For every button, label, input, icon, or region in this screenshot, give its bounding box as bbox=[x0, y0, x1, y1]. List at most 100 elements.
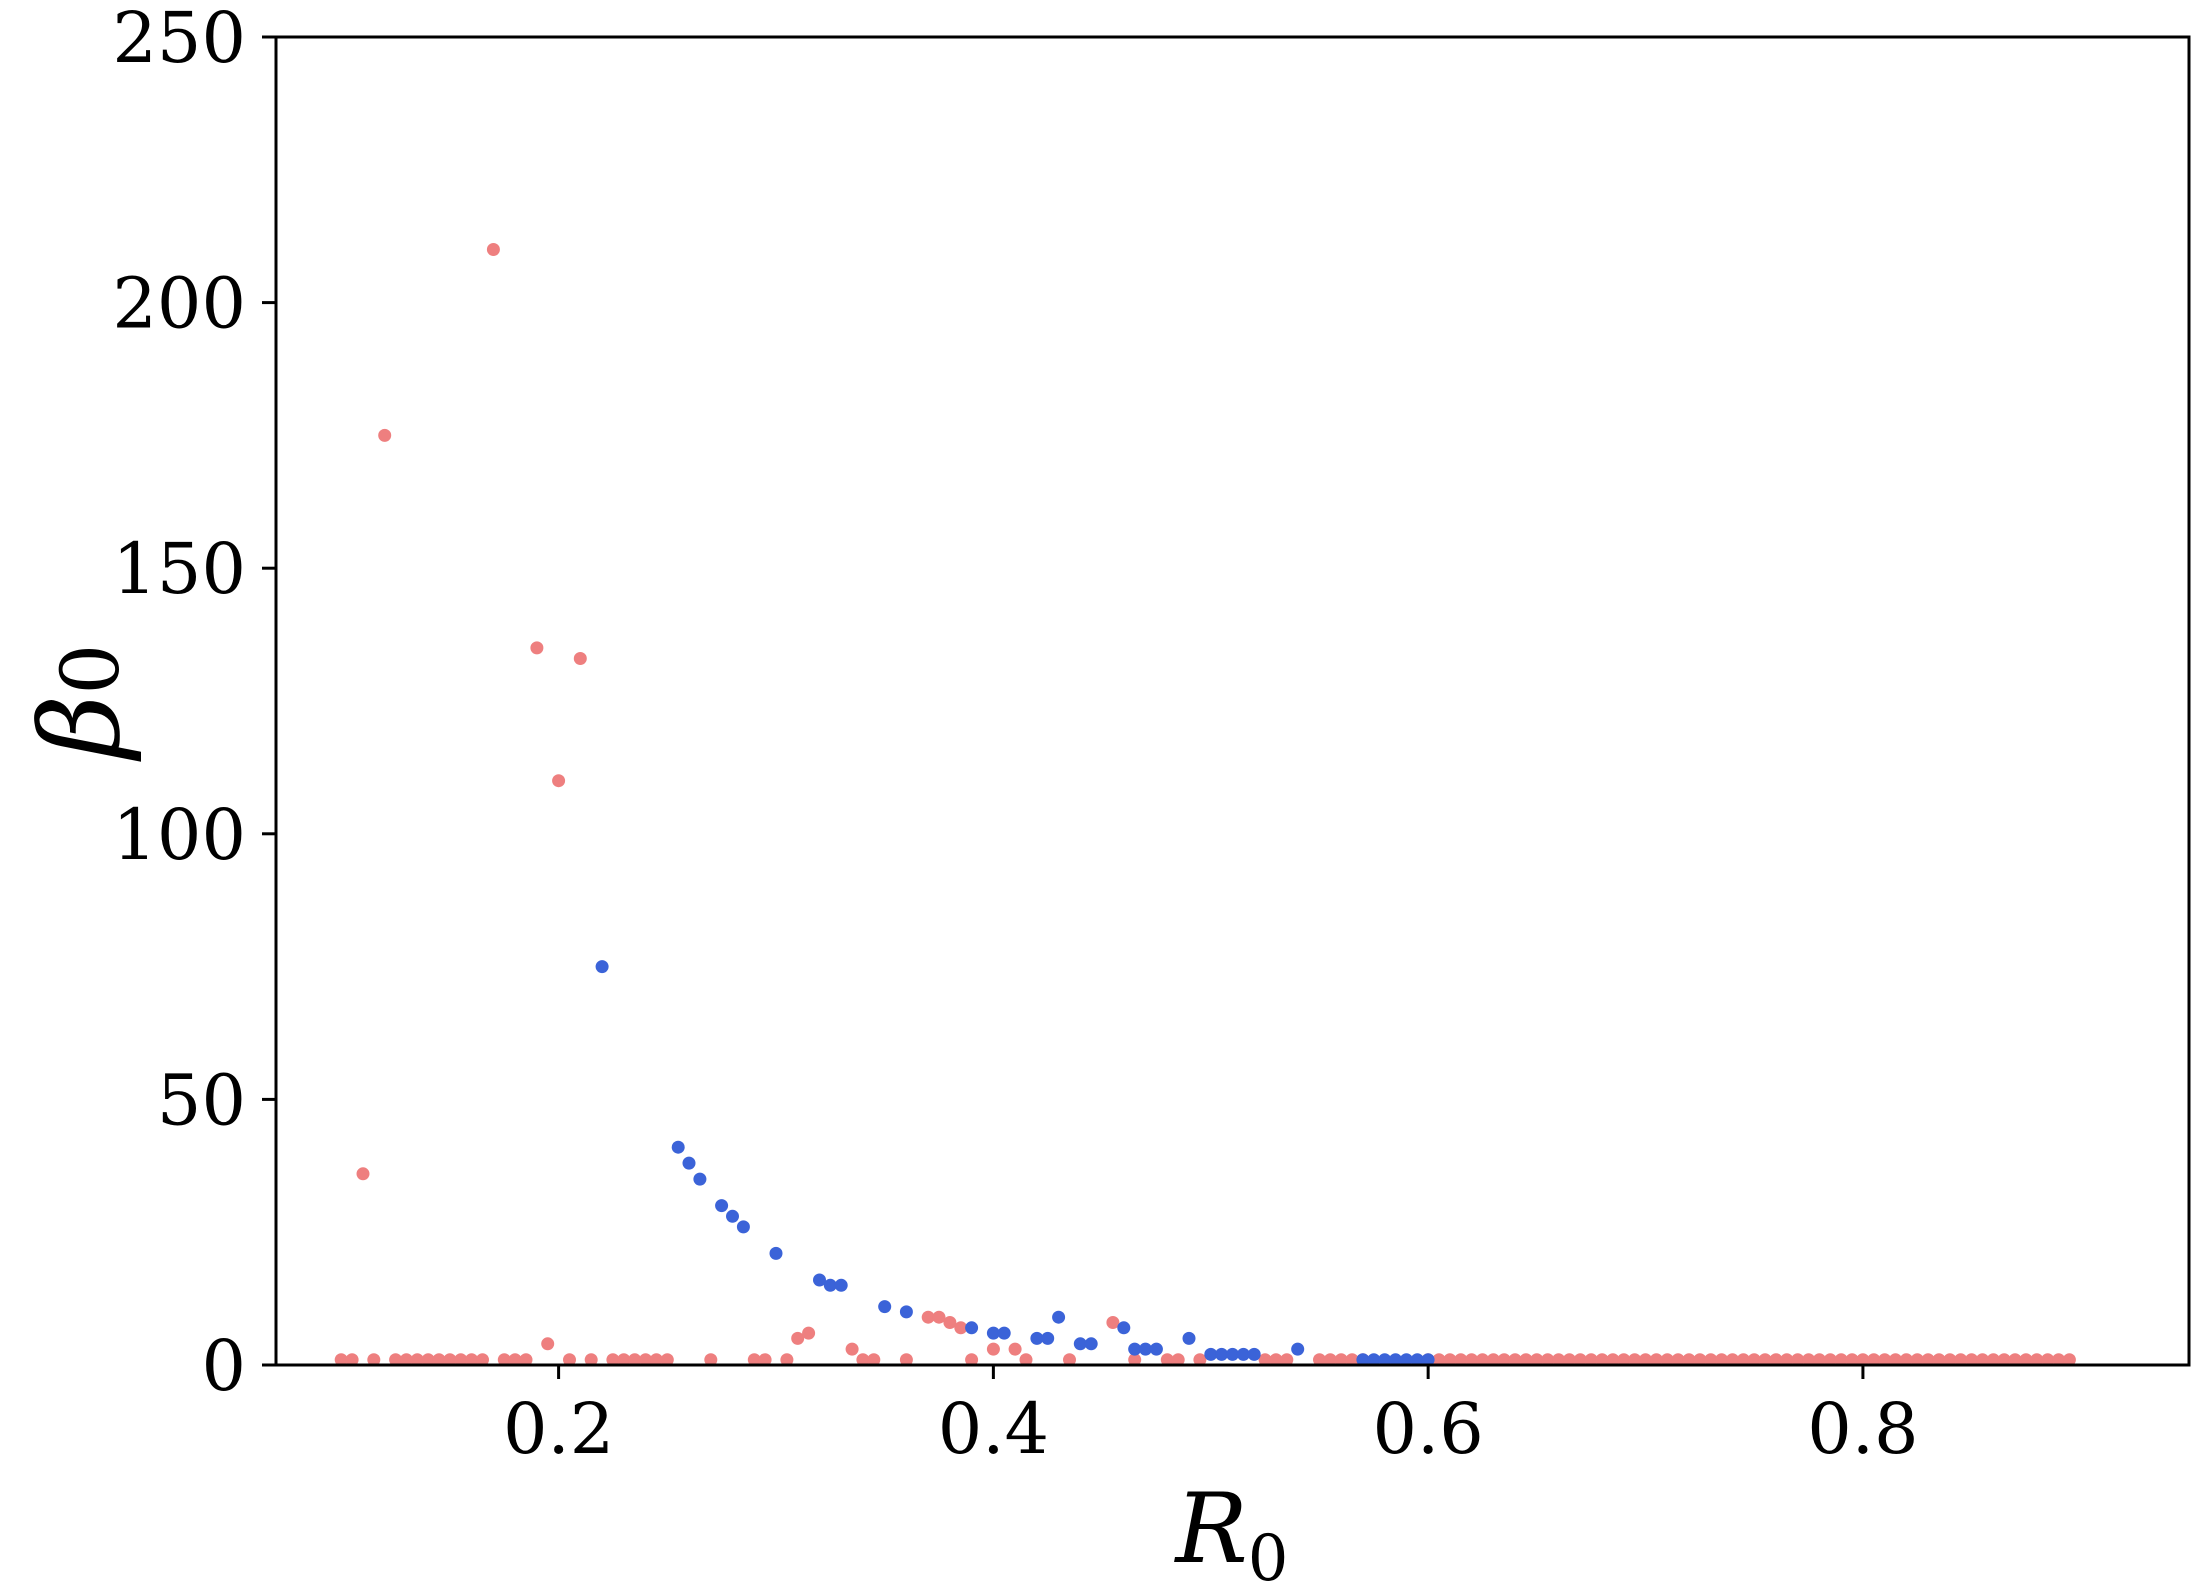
data-point-series-0-7 bbox=[410, 1353, 424, 1367]
data-point-series-0-76 bbox=[1573, 1353, 1587, 1367]
data-point-series-0-119 bbox=[2041, 1353, 2055, 1367]
data-point-series-0-20 bbox=[552, 774, 566, 788]
data-point-series-0-48 bbox=[1063, 1353, 1076, 1367]
data-point-series-1-21 bbox=[1117, 1321, 1131, 1335]
data-point-series-0-4 bbox=[378, 428, 392, 442]
data-point-series-1-37 bbox=[1410, 1353, 1424, 1367]
data-point-series-1-0 bbox=[595, 960, 609, 974]
data-point-series-1-33 bbox=[1367, 1353, 1381, 1367]
data-point-series-0-86 bbox=[1682, 1353, 1696, 1367]
x-tick-label: 0.2 bbox=[503, 1388, 614, 1470]
data-point-series-0-101 bbox=[1845, 1353, 1859, 1367]
data-point-series-0-103 bbox=[1867, 1353, 1881, 1367]
data-point-series-0-29 bbox=[660, 1353, 674, 1367]
data-point-series-0-121 bbox=[2062, 1353, 2076, 1367]
data-point-series-1-20 bbox=[1084, 1337, 1098, 1351]
data-point-series-0-31 bbox=[747, 1353, 761, 1367]
data-point-series-0-1 bbox=[345, 1353, 359, 1367]
data-point-series-0-99 bbox=[1823, 1353, 1837, 1367]
data-point-series-1-19 bbox=[1073, 1337, 1087, 1351]
data-point-series-0-105 bbox=[1889, 1353, 1902, 1367]
data-point-series-0-114 bbox=[1986, 1353, 2000, 1367]
data-point-series-0-24 bbox=[606, 1353, 620, 1367]
data-point-series-0-118 bbox=[2030, 1353, 2044, 1367]
data-point-series-1-34 bbox=[1378, 1353, 1392, 1367]
data-point-series-0-108 bbox=[1921, 1353, 1935, 1367]
data-point-series-0-102 bbox=[1856, 1353, 1870, 1367]
data-point-series-0-112 bbox=[1965, 1353, 1979, 1367]
data-point-series-1-38 bbox=[1421, 1353, 1435, 1367]
data-point-series-0-42 bbox=[943, 1316, 957, 1329]
data-point-series-0-64 bbox=[1443, 1353, 1457, 1367]
data-point-series-0-59 bbox=[1334, 1353, 1348, 1367]
data-point-series-0-56 bbox=[1280, 1353, 1294, 1367]
data-point-series-1-4 bbox=[715, 1199, 729, 1213]
data-point-series-1-7 bbox=[769, 1246, 783, 1260]
data-point-series-0-90 bbox=[1726, 1353, 1739, 1367]
x-axis-label-sub: 0 bbox=[1248, 1522, 1289, 1589]
data-point-series-0-116 bbox=[2008, 1353, 2022, 1367]
data-point-series-0-30 bbox=[704, 1353, 718, 1367]
data-point-series-1-31 bbox=[1291, 1342, 1305, 1356]
data-point-series-0-0 bbox=[334, 1353, 348, 1367]
data-point-series-0-80 bbox=[1617, 1353, 1631, 1367]
data-point-series-0-27 bbox=[639, 1353, 653, 1367]
data-point-series-0-47 bbox=[1019, 1353, 1033, 1367]
data-point-series-0-19 bbox=[541, 1337, 555, 1351]
data-point-series-1-30 bbox=[1247, 1347, 1261, 1361]
data-point-series-0-96 bbox=[1791, 1353, 1805, 1367]
data-point-series-0-3 bbox=[367, 1353, 381, 1367]
data-point-series-1-9 bbox=[823, 1278, 837, 1292]
data-point-series-1-10 bbox=[834, 1278, 848, 1292]
data-point-series-0-67 bbox=[1476, 1353, 1489, 1367]
y-tick-label: 250 bbox=[112, 0, 246, 79]
data-point-series-0-13 bbox=[476, 1353, 489, 1367]
data-point-series-1-18 bbox=[1052, 1310, 1066, 1324]
data-point-series-0-34 bbox=[791, 1331, 805, 1345]
data-point-series-1-29 bbox=[1236, 1347, 1250, 1361]
data-point-series-0-11 bbox=[454, 1353, 468, 1367]
data-point-series-1-14 bbox=[986, 1326, 1000, 1340]
data-point-series-0-93 bbox=[1758, 1353, 1772, 1367]
data-point-series-1-12 bbox=[899, 1305, 913, 1319]
data-point-series-0-54 bbox=[1258, 1353, 1272, 1367]
data-point-series-0-58 bbox=[1323, 1353, 1337, 1367]
data-point-series-0-9 bbox=[432, 1353, 446, 1367]
data-point-series-0-14 bbox=[486, 243, 500, 256]
data-point-series-0-66 bbox=[1465, 1353, 1479, 1367]
data-point-series-0-39 bbox=[899, 1353, 913, 1367]
x-tick-label: 0.4 bbox=[938, 1388, 1049, 1470]
x-tick-label: 0.8 bbox=[1807, 1388, 1918, 1470]
data-point-series-0-111 bbox=[1954, 1353, 1968, 1367]
data-point-series-0-91 bbox=[1736, 1353, 1750, 1367]
data-point-series-0-77 bbox=[1584, 1353, 1598, 1367]
data-point-series-0-100 bbox=[1834, 1353, 1848, 1367]
data-point-series-1-27 bbox=[1215, 1347, 1229, 1361]
data-point-series-1-16 bbox=[1030, 1331, 1044, 1345]
data-point-series-1-32 bbox=[1356, 1353, 1370, 1367]
x-axis-label-main: R bbox=[1174, 1473, 1248, 1585]
data-point-series-0-107 bbox=[1910, 1353, 1924, 1367]
data-point-series-1-11 bbox=[878, 1300, 892, 1314]
data-point-series-0-60 bbox=[1345, 1353, 1359, 1367]
data-point-series-0-63 bbox=[1432, 1353, 1446, 1367]
data-point-series-0-8 bbox=[421, 1353, 435, 1367]
data-point-series-0-75 bbox=[1562, 1353, 1576, 1367]
data-point-series-0-16 bbox=[508, 1353, 522, 1367]
data-point-series-0-81 bbox=[1628, 1353, 1642, 1367]
data-point-series-1-23 bbox=[1139, 1342, 1152, 1356]
data-point-series-0-117 bbox=[2019, 1353, 2033, 1367]
data-point-series-1-13 bbox=[965, 1321, 979, 1335]
data-point-series-0-52 bbox=[1171, 1353, 1185, 1367]
data-point-series-1-24 bbox=[1149, 1342, 1163, 1356]
data-point-series-1-6 bbox=[736, 1220, 750, 1234]
data-point-series-1-22 bbox=[1128, 1342, 1142, 1356]
data-point-series-0-6 bbox=[399, 1353, 413, 1367]
data-point-series-0-25 bbox=[617, 1353, 631, 1367]
data-point-series-0-85 bbox=[1671, 1353, 1685, 1367]
data-point-series-0-79 bbox=[1606, 1353, 1620, 1367]
data-point-series-1-36 bbox=[1399, 1353, 1413, 1367]
y-tick-label: 200 bbox=[112, 263, 246, 345]
data-point-series-0-53 bbox=[1193, 1353, 1207, 1367]
data-point-series-1-3 bbox=[693, 1172, 707, 1186]
